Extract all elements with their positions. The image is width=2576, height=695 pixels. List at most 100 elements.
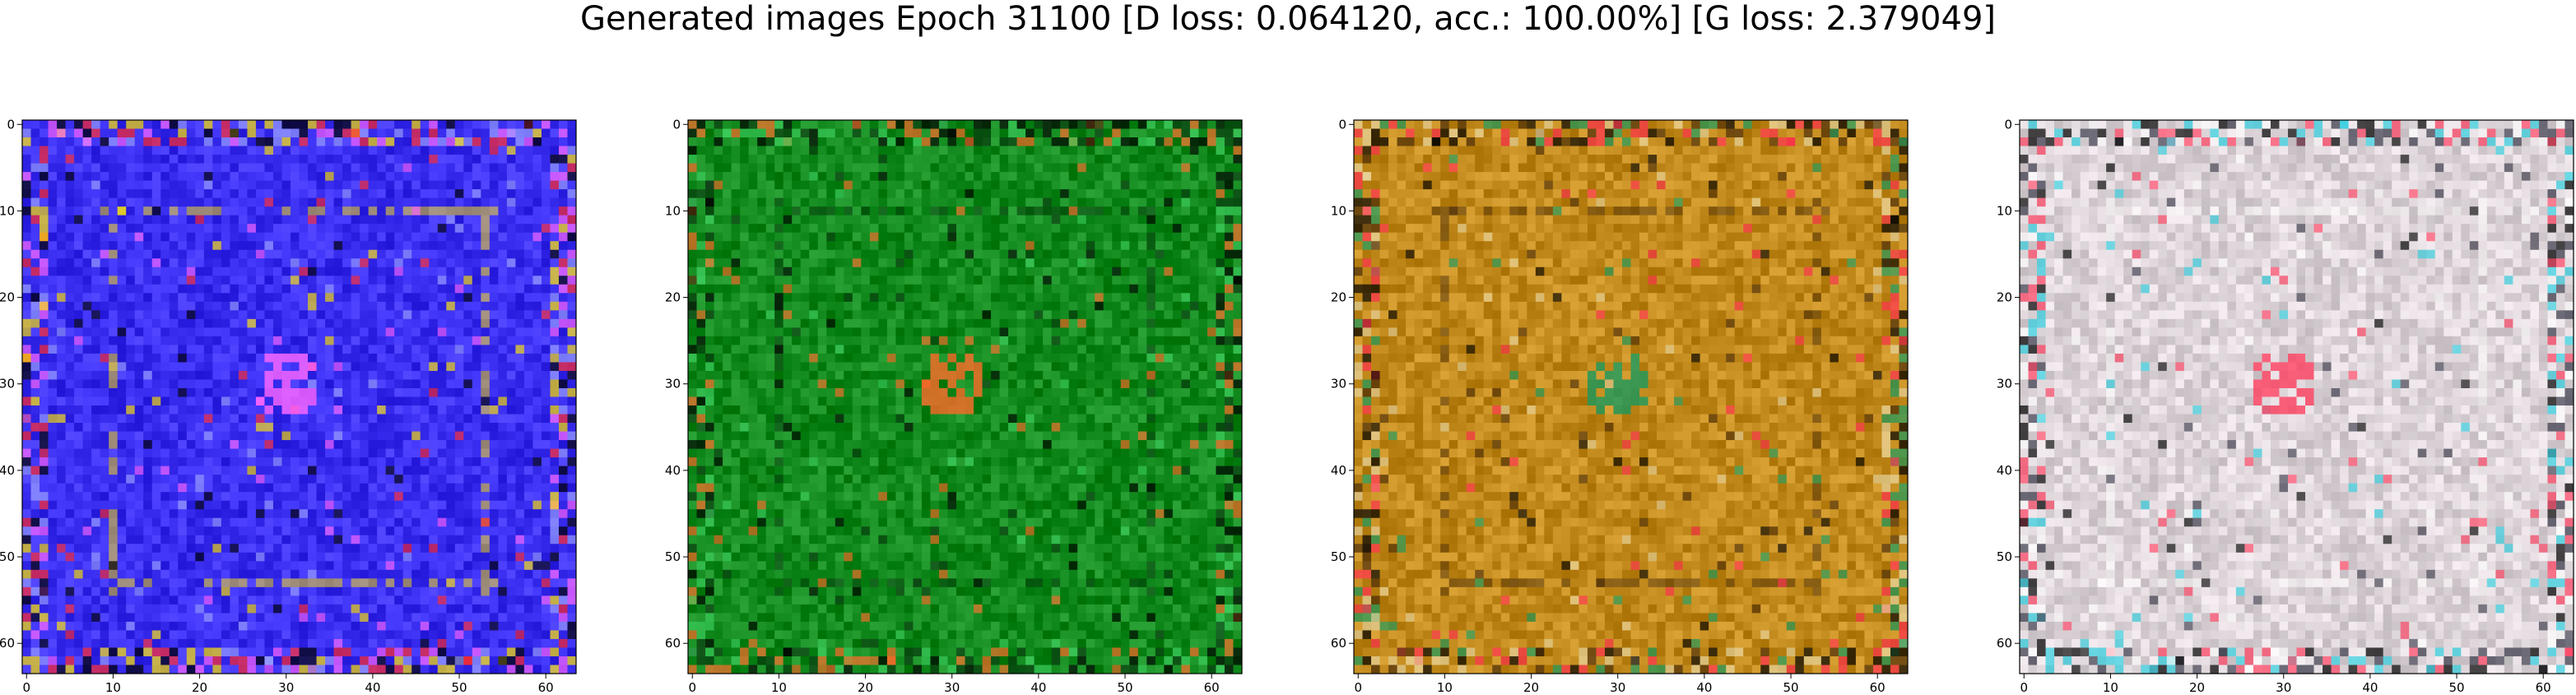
pixel: [221, 553, 230, 562]
pixel: [66, 415, 75, 424]
pixel: [204, 449, 213, 458]
pixel: [403, 319, 412, 328]
pixel: [187, 423, 196, 432]
pixel: [187, 475, 196, 484]
pixel: [230, 492, 239, 501]
pixel: [463, 181, 472, 190]
pixel: [126, 215, 135, 225]
pixel: [221, 276, 230, 285]
pixel: [57, 501, 66, 510]
pixel: [532, 276, 542, 285]
pixel: [160, 371, 170, 380]
pixel: [472, 129, 481, 138]
pixel: [135, 137, 144, 146]
pixel: [490, 164, 499, 173]
pixel: [515, 164, 524, 173]
pixel: [472, 241, 481, 250]
pixel: [230, 172, 239, 181]
pixel: [178, 215, 187, 225]
pixel: [369, 172, 378, 181]
pixel: [230, 501, 239, 510]
pixel: [160, 146, 170, 155]
pixel: [31, 432, 40, 441]
pixel: [74, 164, 83, 173]
pixel: [334, 362, 343, 371]
pixel: [221, 164, 230, 173]
pixel: [532, 405, 542, 415]
pixel: [369, 146, 378, 155]
pixel: [317, 258, 326, 267]
pixel: [143, 285, 152, 294]
pixel: [550, 405, 559, 415]
pixel: [40, 388, 49, 397]
pixel: [204, 466, 213, 475]
pixel: [195, 354, 204, 363]
pixel: [187, 285, 196, 294]
pixel: [247, 484, 256, 493]
pixel: [463, 423, 472, 432]
pixel: [438, 258, 447, 267]
pixel: [438, 345, 447, 354]
pixel: [342, 345, 351, 354]
pixel: [386, 120, 395, 129]
pixel: [498, 310, 507, 319]
pixel: [317, 466, 326, 475]
pixel: [472, 250, 481, 259]
pixel: [550, 129, 559, 138]
pixel: [143, 215, 152, 225]
pixel: [369, 302, 378, 311]
pixel: [532, 310, 542, 319]
pixel: [463, 379, 472, 388]
pixel: [360, 224, 369, 233]
pixel: [118, 172, 127, 181]
pixel: [178, 224, 187, 233]
pixel: [515, 258, 524, 267]
pixel: [498, 526, 507, 535]
pixel: [438, 475, 447, 484]
pixel: [438, 189, 447, 198]
pixel: [567, 415, 576, 424]
pixel: [281, 553, 291, 562]
pixel: [83, 405, 92, 415]
pixel: [31, 449, 40, 458]
pixel: [264, 379, 273, 388]
pixel: [490, 215, 499, 225]
pixel: [550, 146, 559, 155]
pixel: [342, 501, 351, 510]
pixel: [204, 310, 213, 319]
pixel: [377, 415, 386, 424]
pixel: [351, 198, 360, 207]
pixel: [91, 267, 100, 276]
pixel: [463, 206, 472, 215]
pixel: [273, 310, 282, 319]
pixel: [221, 241, 230, 250]
pixel: [91, 215, 100, 225]
pixel: [308, 492, 317, 501]
pixel: [308, 233, 317, 242]
pixel: [515, 215, 524, 225]
pixel: [559, 241, 568, 250]
pixel: [291, 345, 300, 354]
pixel: [195, 518, 204, 527]
pixel: [109, 535, 118, 544]
pixel: [40, 267, 49, 276]
pixel: [118, 354, 127, 363]
pixel: [91, 466, 100, 475]
pixel: [187, 379, 196, 388]
pixel: [317, 233, 326, 242]
pixel: [542, 276, 551, 285]
pixel: [438, 302, 447, 311]
pixel: [317, 285, 326, 294]
pixel: [542, 206, 551, 215]
pixel: [412, 146, 421, 155]
pixel: [438, 146, 447, 155]
pixel: [567, 285, 576, 294]
pixel: [256, 553, 265, 562]
pixel: [170, 509, 179, 518]
pixel: [386, 172, 395, 181]
pixel: [152, 457, 161, 466]
pixel: [507, 241, 516, 250]
pixel: [308, 535, 317, 544]
pixel: [403, 224, 412, 233]
pixel: [247, 518, 256, 527]
